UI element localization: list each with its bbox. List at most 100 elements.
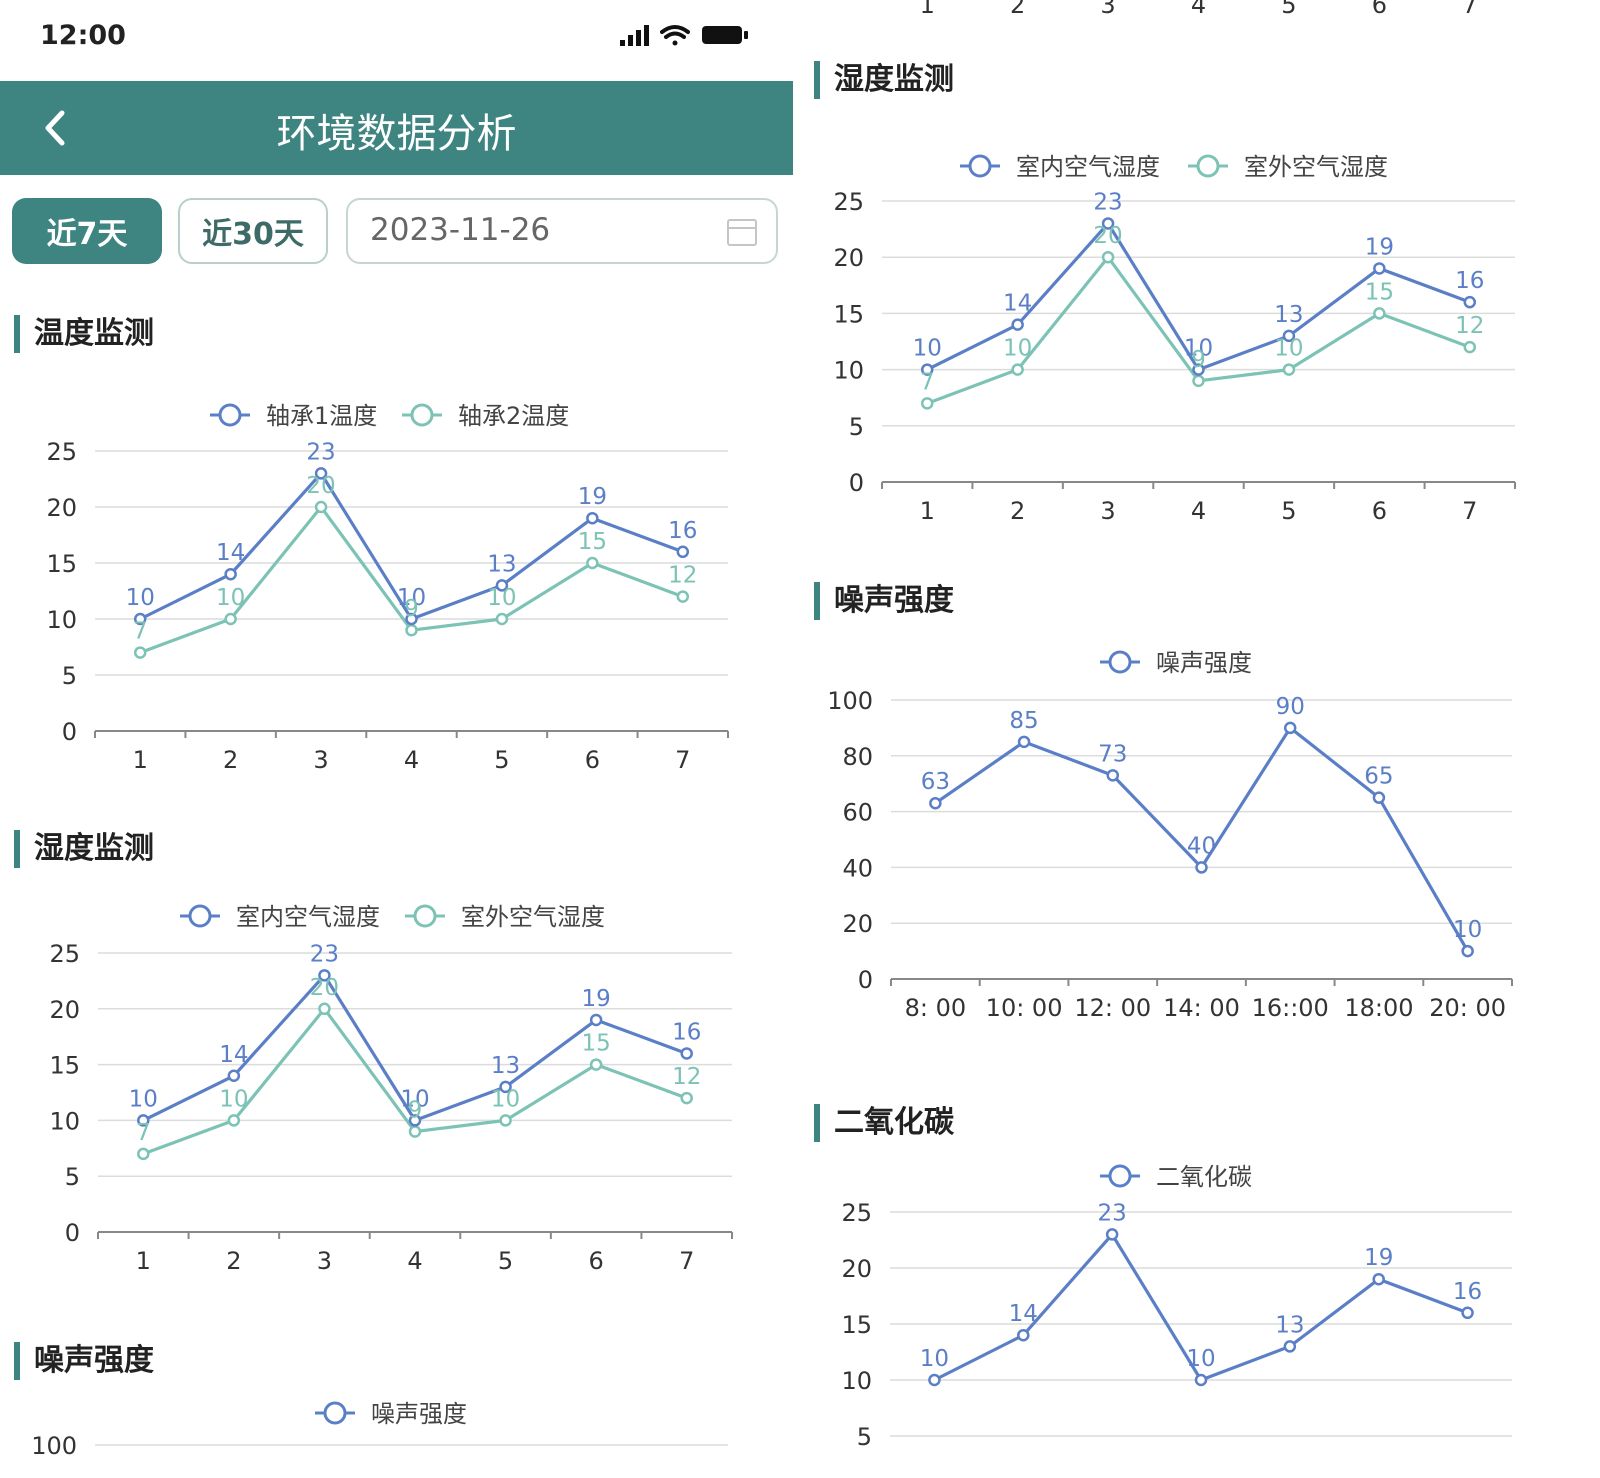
data-label: 10 bbox=[1003, 336, 1032, 362]
data-label: 10 bbox=[1184, 336, 1213, 362]
x-tick-label: 1 bbox=[136, 1247, 151, 1275]
filter-bar: 近7天 近30天 2023-11-26 bbox=[0, 195, 795, 275]
legend-item: 轴承1温度 bbox=[210, 402, 377, 430]
data-point bbox=[1372, 791, 1386, 804]
data-point bbox=[1283, 1340, 1297, 1353]
y-tick-label: 5 bbox=[849, 413, 864, 441]
x-tick-label: 8: 00 bbox=[905, 994, 967, 1022]
data-label: 10 bbox=[1274, 336, 1303, 362]
legend-label: 室外空气湿度 bbox=[1244, 153, 1388, 181]
data-label: 19 bbox=[1365, 234, 1394, 260]
data-point bbox=[1192, 374, 1205, 388]
x-tick-label: 18:00 bbox=[1344, 994, 1413, 1022]
data-label: 10 bbox=[491, 1086, 520, 1112]
last-30-days-button[interactable]: 近30天 bbox=[178, 198, 328, 264]
wifi-icon bbox=[660, 25, 690, 46]
data-label: 15 bbox=[1365, 279, 1394, 305]
status-time: 12:00 bbox=[40, 20, 126, 51]
data-label: 13 bbox=[491, 1053, 520, 1079]
x-tick-label: 5 bbox=[1281, 497, 1296, 525]
x-tick-label: 3 bbox=[1100, 0, 1115, 19]
legend-item: 室外空气湿度 bbox=[405, 903, 605, 931]
data-point bbox=[137, 1114, 150, 1127]
data-label: 10 bbox=[129, 1086, 158, 1112]
data-label: 12 bbox=[668, 563, 697, 589]
data-point bbox=[408, 1114, 422, 1127]
noise-chart-cropped: 噪声强度 100 bbox=[31, 1400, 728, 1460]
data-point bbox=[589, 1058, 603, 1071]
back-icon[interactable] bbox=[36, 103, 76, 153]
data-label: 13 bbox=[1274, 302, 1303, 328]
data-label: 16 bbox=[672, 1019, 701, 1045]
x-tick-label: 12: 00 bbox=[1074, 994, 1151, 1022]
y-tick-label: 20 bbox=[833, 244, 864, 272]
noise-chart-right: 噪声强度 0 20 40 60 80 100 8: 00 10: 00 12: 00 14: 00 1… bbox=[827, 649, 1513, 1022]
legend-marker bbox=[218, 403, 242, 427]
status-bar: 12:00 bbox=[0, 0, 795, 78]
data-point bbox=[408, 1125, 422, 1138]
date-picker[interactable]: 2023-11-26 bbox=[346, 198, 778, 264]
data-point bbox=[1017, 735, 1031, 749]
x-tick-label: 3 bbox=[1100, 497, 1115, 525]
data-label: 10 bbox=[216, 585, 245, 611]
app-header: 环境数据分析 bbox=[0, 81, 793, 175]
y-tick-label: 15 bbox=[841, 1311, 872, 1339]
data-label: 16 bbox=[1453, 1279, 1482, 1305]
legend-label: 二氧化碳 bbox=[1156, 1163, 1252, 1191]
data-point bbox=[680, 1091, 693, 1105]
status-icons bbox=[620, 25, 748, 46]
x-tick-label: 1 bbox=[133, 746, 148, 774]
x-tick-label: 3 bbox=[313, 746, 328, 774]
y-tick-label: 20 bbox=[49, 996, 80, 1024]
data-point bbox=[1011, 318, 1024, 331]
data-label: 19 bbox=[1364, 1245, 1393, 1271]
y-tick-label: 20 bbox=[842, 910, 873, 938]
data-point bbox=[318, 969, 331, 982]
y-tick-label: 25 bbox=[841, 1199, 872, 1227]
data-point bbox=[133, 646, 147, 659]
x-tick-label: 2 bbox=[223, 746, 238, 774]
data-point bbox=[495, 612, 509, 626]
y-tick-label: 25 bbox=[833, 188, 864, 216]
y-tick-label: 60 bbox=[842, 799, 873, 827]
data-point bbox=[920, 363, 934, 376]
data-label: 40 bbox=[1187, 833, 1216, 859]
legend-marker bbox=[1196, 154, 1220, 178]
y-tick-label: 0 bbox=[65, 1219, 80, 1247]
signal-icon bbox=[620, 25, 649, 46]
data-label: 14 bbox=[1009, 1301, 1038, 1327]
data-point bbox=[495, 579, 509, 592]
legend-label: 室内空气湿度 bbox=[236, 903, 380, 931]
data-point bbox=[1101, 250, 1115, 264]
data-label: 13 bbox=[487, 551, 516, 577]
legend-item: 室内空气湿度 bbox=[960, 153, 1160, 181]
data-label: 16 bbox=[668, 518, 697, 544]
section-title-temperature: 温度监测 bbox=[14, 315, 154, 353]
y-tick-label: 0 bbox=[849, 469, 864, 497]
y-tick-label: 10 bbox=[833, 357, 864, 385]
data-label: 20 bbox=[1093, 223, 1122, 249]
x-tick-label: 1 bbox=[920, 0, 935, 19]
section-title-co2: 二氧化碳 bbox=[814, 1104, 954, 1142]
legend-marker bbox=[323, 1401, 347, 1425]
data-point bbox=[499, 1114, 512, 1127]
x-tick-label: 5 bbox=[494, 746, 509, 774]
y-tick-label: 15 bbox=[49, 1052, 80, 1080]
data-label: 9 bbox=[408, 1098, 423, 1124]
data-point bbox=[1101, 217, 1115, 230]
data-label: 10 bbox=[487, 585, 516, 611]
data-label: 73 bbox=[1098, 741, 1127, 767]
x-tick-label: 4 bbox=[404, 746, 419, 774]
last-7-days-button[interactable]: 近7天 bbox=[12, 198, 162, 264]
data-label: 20 bbox=[310, 975, 339, 1001]
data-label: 23 bbox=[1093, 189, 1122, 215]
data-label: 16 bbox=[1455, 268, 1484, 294]
legend-item: 室外空气湿度 bbox=[1188, 153, 1388, 181]
data-point bbox=[133, 612, 147, 626]
legend-marker bbox=[413, 904, 437, 928]
data-label: 10 bbox=[400, 1086, 429, 1112]
data-label: 9 bbox=[404, 596, 419, 622]
legend-label: 轴承2温度 bbox=[458, 402, 569, 430]
data-point bbox=[1105, 1228, 1119, 1241]
data-point bbox=[586, 511, 599, 525]
